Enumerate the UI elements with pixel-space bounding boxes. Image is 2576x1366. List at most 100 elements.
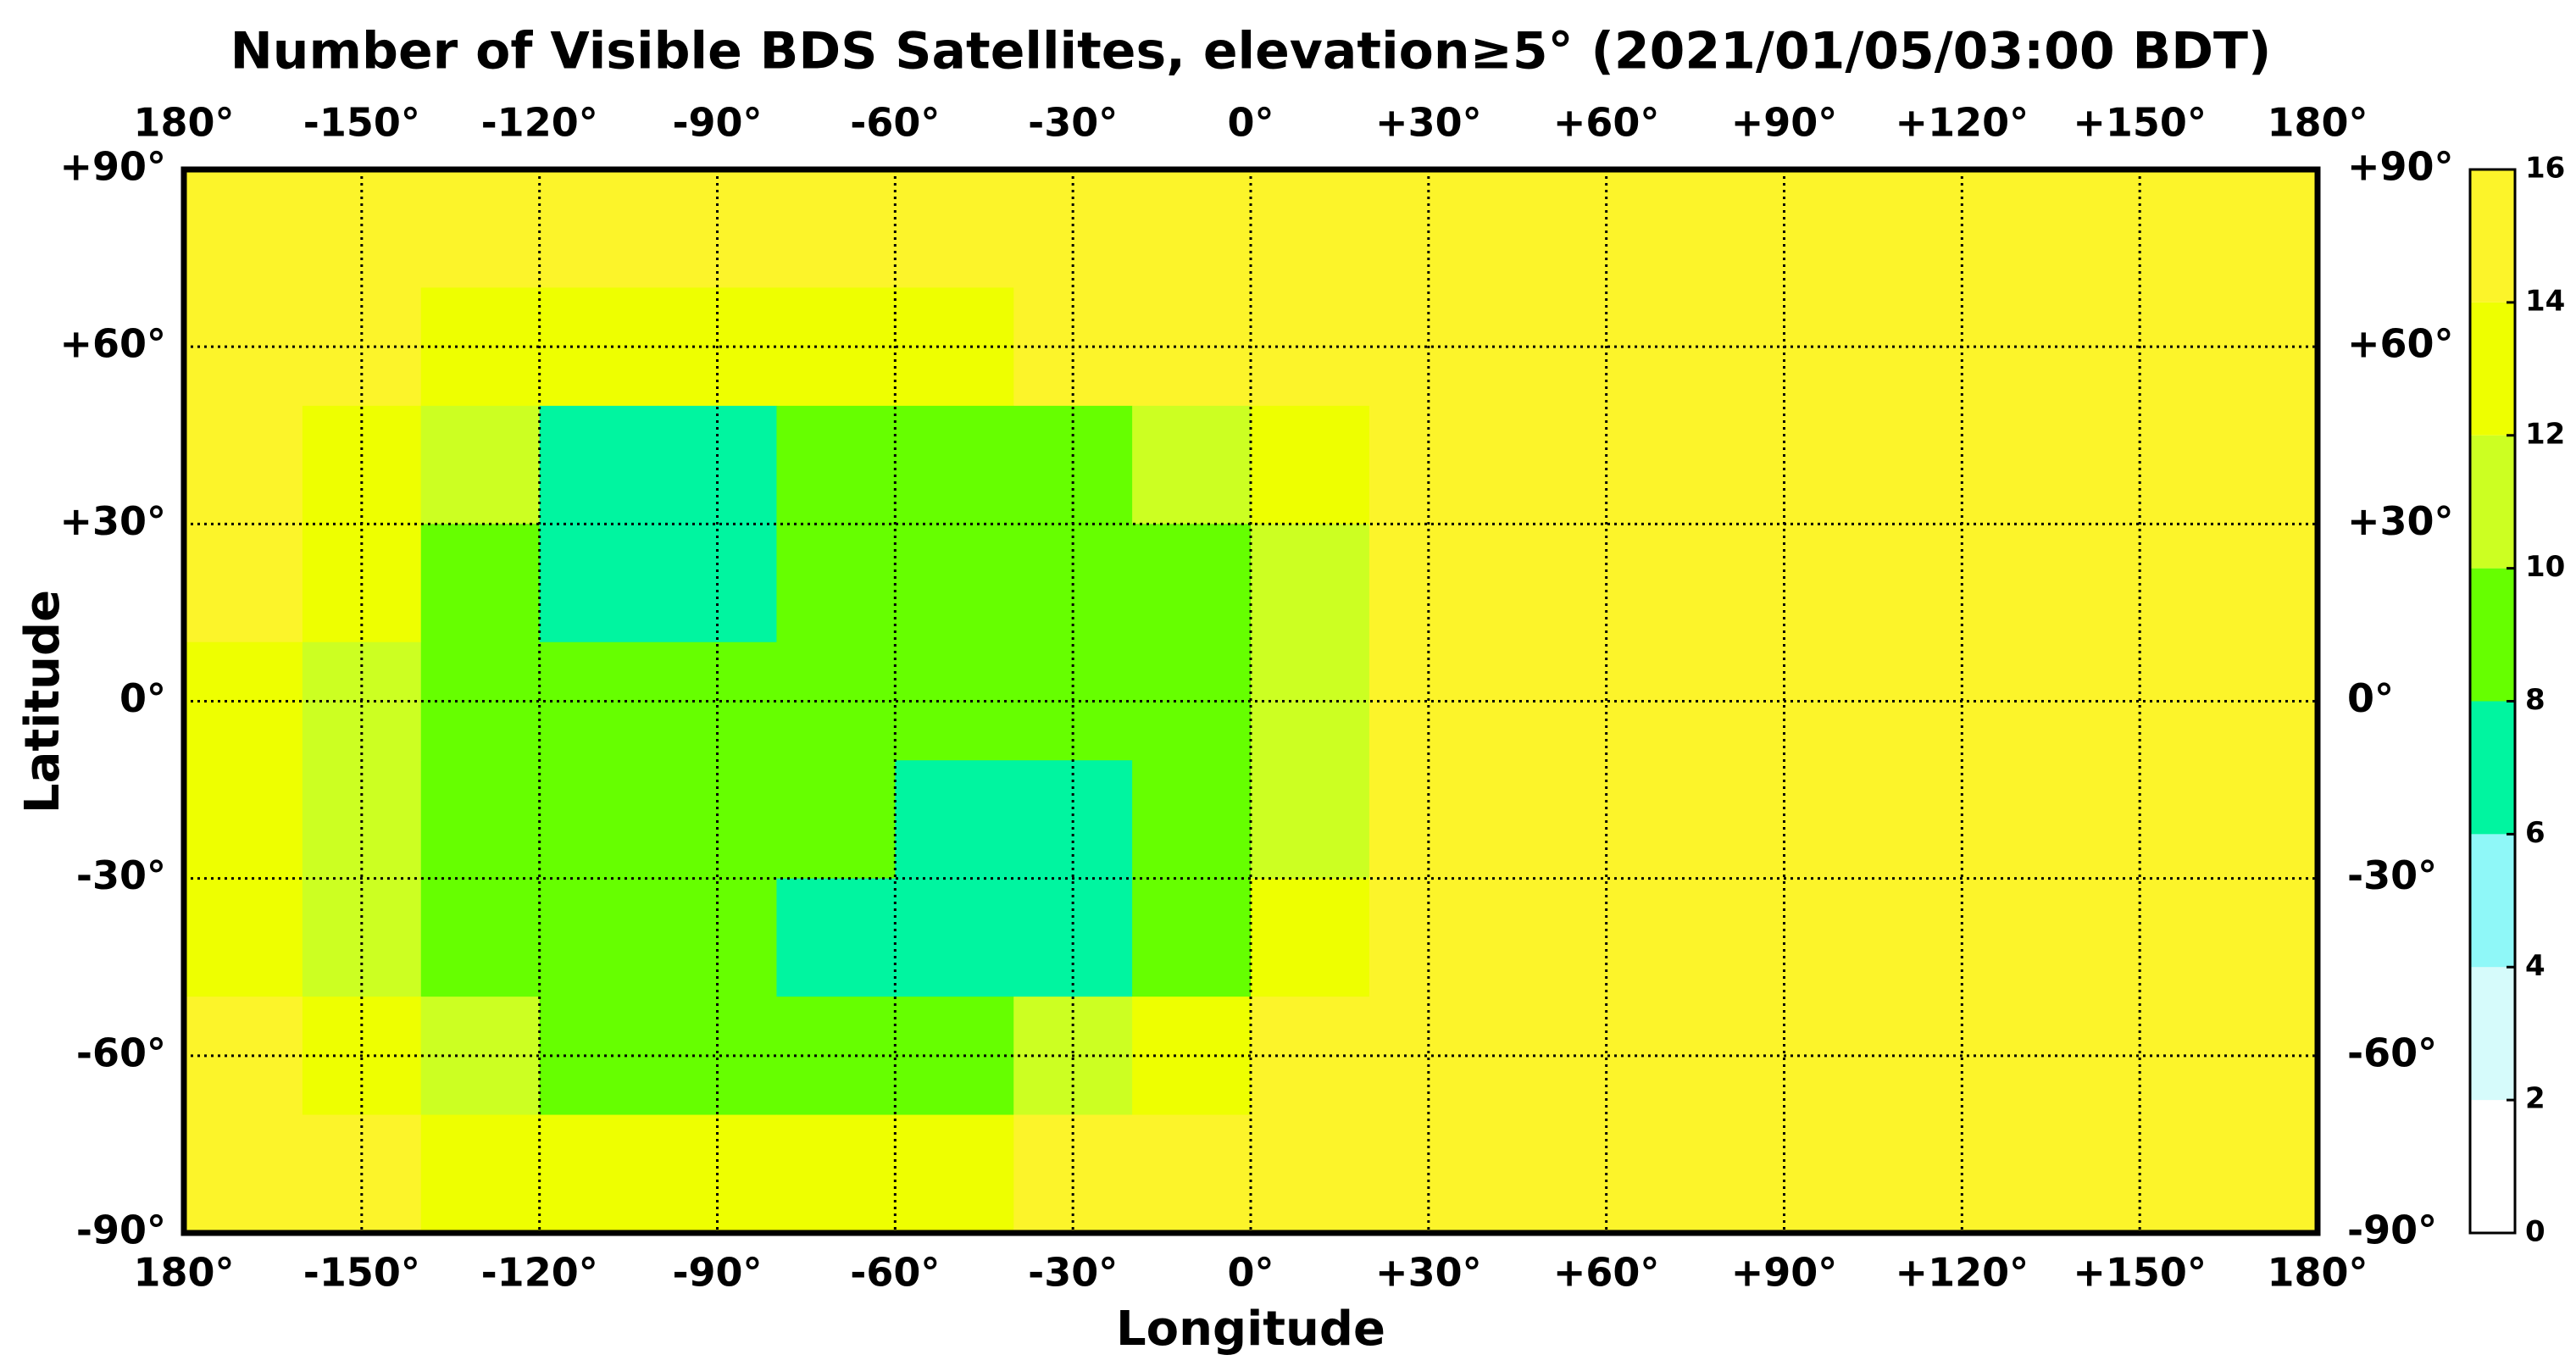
cell bbox=[1606, 760, 1726, 880]
cell bbox=[1606, 287, 1726, 407]
x-tick-label: 180° bbox=[133, 1250, 234, 1296]
cell bbox=[1843, 287, 1963, 407]
cell bbox=[1368, 405, 1489, 525]
colorbar-band bbox=[2470, 834, 2515, 968]
cell bbox=[1132, 287, 1252, 407]
x-tick-label: 0° bbox=[1227, 100, 1274, 146]
cell bbox=[1843, 641, 1963, 761]
cell bbox=[895, 524, 1014, 643]
cell bbox=[1724, 169, 1844, 288]
cell bbox=[184, 760, 303, 880]
cell bbox=[2199, 760, 2318, 880]
y-tick-label: +30° bbox=[59, 498, 166, 544]
cell bbox=[1487, 878, 1607, 997]
cell bbox=[1606, 405, 1726, 525]
cell bbox=[658, 997, 777, 1116]
tick-labels: 180° 180° -150° -150° -120° -120° -90° -90° -60°… bbox=[59, 100, 2453, 1296]
cell bbox=[2199, 405, 2318, 525]
cell bbox=[1368, 997, 1489, 1116]
cell bbox=[1724, 405, 1844, 525]
cell bbox=[1843, 997, 1963, 1116]
colorbar-tick-label: 6 bbox=[2525, 816, 2545, 850]
plot-frame bbox=[180, 166, 2321, 1236]
x-tick-label: 180° bbox=[2267, 100, 2368, 146]
cell bbox=[1606, 878, 1726, 997]
cell bbox=[895, 287, 1014, 407]
colorbar-tick-label: 2 bbox=[2525, 1082, 2545, 1116]
cell bbox=[1487, 760, 1607, 880]
cell bbox=[1132, 1114, 1252, 1234]
y-tick-label: -90° bbox=[76, 1208, 166, 1253]
cell bbox=[1962, 524, 2081, 643]
colorbar: 0 2 4 6 8 10 12 14 16 bbox=[2468, 152, 2565, 1249]
y-tick-label: -60° bbox=[76, 1030, 166, 1075]
y-tick-label: +30° bbox=[2347, 498, 2454, 544]
colorbar-tick-label: 14 bbox=[2525, 284, 2565, 318]
cell bbox=[1132, 878, 1252, 997]
cell bbox=[1013, 405, 1133, 525]
x-tick-label: -120° bbox=[481, 100, 598, 146]
cell bbox=[895, 641, 1014, 761]
cell bbox=[1132, 405, 1252, 525]
x-tick-label: +150° bbox=[2073, 100, 2207, 146]
x-tick-label: +30° bbox=[1375, 100, 1482, 146]
cell bbox=[420, 169, 541, 288]
y-tick-label: 0° bbox=[119, 675, 166, 721]
cell bbox=[895, 760, 1014, 880]
colorbar-band bbox=[2470, 302, 2515, 436]
cell bbox=[895, 169, 1014, 288]
cell bbox=[539, 169, 659, 288]
cell bbox=[1132, 997, 1252, 1116]
y-tick-label: -30° bbox=[2347, 852, 2437, 898]
cell bbox=[302, 405, 422, 525]
cell bbox=[184, 169, 303, 288]
cell bbox=[539, 524, 659, 643]
cell bbox=[2080, 405, 2200, 525]
y-axis-label: Latitude bbox=[15, 590, 70, 813]
cell bbox=[420, 405, 541, 525]
cell bbox=[184, 641, 303, 761]
cell bbox=[1843, 1114, 1963, 1234]
colorbar-band bbox=[2470, 967, 2515, 1101]
cell bbox=[420, 878, 541, 997]
cell bbox=[895, 997, 1014, 1116]
cell bbox=[2199, 1114, 2318, 1234]
x-tick-label: 180° bbox=[133, 100, 234, 146]
cell bbox=[1962, 878, 2081, 997]
cell bbox=[658, 405, 777, 525]
cell bbox=[184, 524, 303, 643]
y-tick-label: +90° bbox=[59, 144, 166, 190]
x-tick-label: -60° bbox=[850, 100, 940, 146]
colorbar-tick-label: 12 bbox=[2525, 417, 2565, 451]
cell bbox=[1132, 760, 1252, 880]
cell bbox=[658, 169, 777, 288]
y-tick-label: -60° bbox=[2347, 1030, 2437, 1075]
cell bbox=[184, 878, 303, 997]
cell bbox=[1251, 760, 1370, 880]
cell bbox=[776, 878, 896, 997]
cell bbox=[776, 1114, 896, 1234]
colorbar-tick-label: 16 bbox=[2525, 152, 2565, 186]
colorbar-tick-label: 10 bbox=[2525, 550, 2565, 584]
x-tick-label: -30° bbox=[1028, 100, 1118, 146]
cell bbox=[1843, 760, 1963, 880]
x-tick-label: +120° bbox=[1896, 100, 2029, 146]
y-tick-label: -30° bbox=[76, 852, 166, 898]
x-tick-label: -120° bbox=[481, 1250, 598, 1296]
cell bbox=[1487, 169, 1607, 288]
x-tick-label: +30° bbox=[1375, 1250, 1482, 1296]
cell bbox=[1251, 169, 1370, 288]
cell bbox=[1132, 169, 1252, 288]
colorbar-band bbox=[2470, 1100, 2515, 1233]
x-tick-label: -30° bbox=[1028, 1250, 1118, 1296]
cell bbox=[1962, 169, 2081, 288]
cell bbox=[420, 524, 541, 643]
cell bbox=[2080, 169, 2200, 288]
x-tick-label: -90° bbox=[672, 1250, 762, 1296]
cell bbox=[184, 1114, 303, 1234]
cell bbox=[539, 1114, 659, 1234]
x-tick-label: +60° bbox=[1553, 100, 1660, 146]
colorbar-band bbox=[2470, 701, 2515, 835]
cell bbox=[2199, 878, 2318, 997]
